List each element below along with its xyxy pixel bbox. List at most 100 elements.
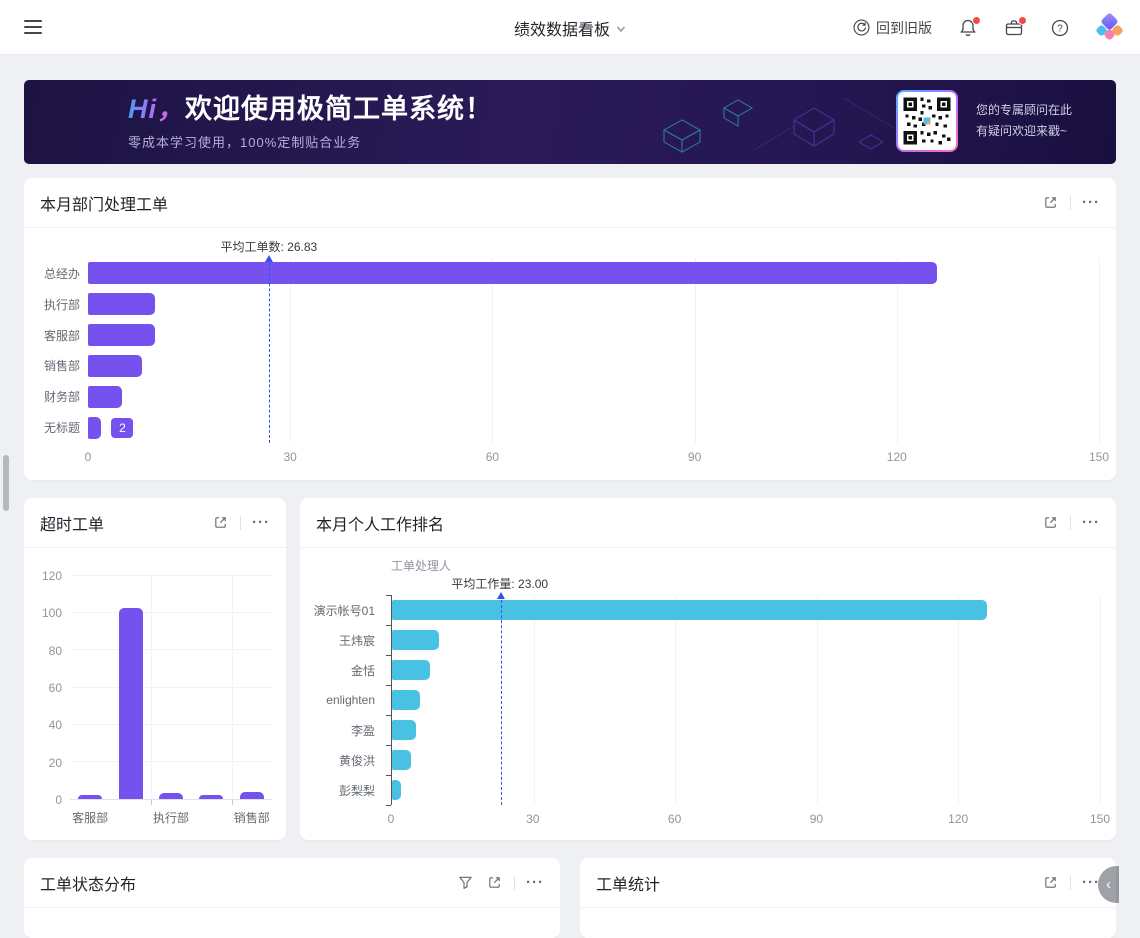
gridline <box>1099 258 1100 443</box>
more-options-icon[interactable]: ··· <box>252 513 270 531</box>
bar[interactable] <box>88 354 142 377</box>
gridline <box>533 595 535 805</box>
x-ticks: 0 30 60 90 120 150 <box>388 805 1110 833</box>
axis-tick-label: 120 <box>41 569 62 583</box>
card-ticket-stats: 工单统计 ··· <box>580 858 1116 938</box>
bar[interactable] <box>88 262 938 285</box>
filter-icon[interactable] <box>456 874 474 892</box>
workbench-briefcase-icon[interactable] <box>1004 15 1027 38</box>
category-label: 执行部 <box>152 811 190 825</box>
bar[interactable] <box>392 720 416 740</box>
expand-icon[interactable] <box>485 874 503 892</box>
gridline <box>675 595 677 805</box>
bar[interactable] <box>392 690 421 710</box>
expand-icon[interactable] <box>1041 874 1059 892</box>
gridline <box>150 576 152 799</box>
bar[interactable] <box>392 660 430 680</box>
expand-icon[interactable] <box>1041 194 1059 212</box>
card-personal-ranking: 本月个人工作排名 ··· 工单处理人 平均工作量: 23.00 演示帐号01 王炜… <box>300 498 1116 840</box>
more-options-icon[interactable]: ··· <box>526 873 544 891</box>
bar[interactable] <box>239 791 264 799</box>
gridline <box>290 258 292 443</box>
category-label: 客服部 <box>72 811 109 825</box>
page-title: 绩效数据看板 <box>513 21 611 39</box>
dashboard-title-dropdown[interactable]: 绩效数据看板 <box>514 0 626 55</box>
bar[interactable] <box>118 607 143 799</box>
chart-personal-ranking: 工单处理人 平均工作量: 23.00 演示帐号01 王炜宸 金恬 enlighten 李… <box>300 548 1116 833</box>
bar[interactable] <box>392 630 440 650</box>
data-label-badge: 2 <box>111 417 134 438</box>
axis-tick-label: 60 <box>667 812 682 826</box>
axis-tick-label: 90 <box>687 450 702 464</box>
gridline <box>694 258 696 443</box>
category-label: 彭梨梨 <box>338 783 375 798</box>
axis-tick-label: 80 <box>48 643 62 658</box>
card-title: 工单状态分布 <box>40 876 137 894</box>
more-options-icon[interactable]: ··· <box>1082 193 1100 211</box>
expand-icon[interactable] <box>1041 514 1059 532</box>
bar[interactable] <box>88 385 122 408</box>
chart-overtime-tickets: 0 20 40 60 80 100 120 客服部 执行部 销售部 <box>24 548 286 830</box>
y-labels: 总经办 执行部 客服部 销售部 财务部 无标题 <box>24 258 88 443</box>
gridline <box>231 576 233 799</box>
category-label: 无标题 <box>43 421 80 436</box>
bar[interactable] <box>88 324 156 347</box>
bar[interactable] <box>199 795 224 799</box>
y-labels: 演示帐号01 王炜宸 金恬 enlighten 李盈 黄俊洪 彭梨梨 <box>300 595 391 805</box>
bar[interactable] <box>78 795 103 799</box>
divider <box>1070 195 1071 210</box>
card-title: 超时工单 <box>40 516 105 534</box>
card-title: 工单统计 <box>596 876 661 894</box>
category-label: 销售部 <box>233 811 270 825</box>
back-to-old-version-button[interactable]: 回到旧版 <box>853 18 932 38</box>
bar[interactable] <box>159 793 183 799</box>
help-icon[interactable]: ? <box>1050 18 1070 38</box>
bar[interactable] <box>392 750 411 770</box>
more-options-icon[interactable]: ··· <box>1082 873 1100 891</box>
notification-badge <box>972 15 981 25</box>
axis-tick-label: 30 <box>283 450 297 464</box>
average-line <box>264 255 273 443</box>
axis-tick-label: 120 <box>948 812 969 826</box>
banner-greeting: Hi， <box>128 94 185 124</box>
app-logo[interactable] <box>1095 11 1124 42</box>
axis-tick-label: 150 <box>1089 812 1111 826</box>
more-options-icon[interactable]: ··· <box>1082 513 1100 531</box>
banner-subtitle: 零成本学习使用，100%定制贴合业务 <box>128 135 362 150</box>
category-label: enlighten <box>326 693 375 707</box>
axis-tick-label: 30 <box>526 812 540 826</box>
bar[interactable] <box>392 599 987 620</box>
bar[interactable] <box>392 780 402 800</box>
axis-tick-label: 60 <box>48 681 62 695</box>
average-annotation: 平均工作量: 23.00 <box>451 577 549 591</box>
category-label: 王炜宸 <box>338 633 375 648</box>
gridline <box>70 723 272 725</box>
x-ticks: 0 30 60 90 120 150 <box>85 443 1109 471</box>
axis-tick-label: 20 <box>48 755 62 770</box>
bar[interactable] <box>88 293 156 316</box>
axis-tick <box>386 715 391 716</box>
category-label: 李盈 <box>350 723 375 738</box>
gridline <box>70 686 272 688</box>
message-badge <box>1018 15 1027 25</box>
collapse-chevron-icon: ‹ <box>1106 876 1111 893</box>
expand-icon[interactable] <box>211 514 229 532</box>
axis-tick <box>386 655 391 656</box>
divider <box>514 875 515 890</box>
chart-dept-tickets: 平均工单数: 26.83 总经办 执行部 客服部 销售部 财务部 无标题 2 0 30 60 9… <box>24 228 1116 471</box>
banner-title: Hi，欢迎使用极简工单系统！ <box>128 94 493 124</box>
axis-tick-label: 100 <box>41 606 62 621</box>
collapse-panel-toggle[interactable]: ‹ <box>1098 866 1119 903</box>
welcome-banner: Hi，欢迎使用极简工单系统！ 零成本学习使用，100%定制贴合业务 <box>24 80 1116 164</box>
menu-icon[interactable] <box>24 20 42 34</box>
notifications-bell-icon[interactable] <box>958 15 981 38</box>
y-ticks: 0 20 40 60 80 100 120 <box>24 569 70 807</box>
scrollbar-thumb[interactable] <box>3 455 9 511</box>
category-label: 销售部 <box>43 359 80 374</box>
average-line <box>496 592 505 805</box>
axis-tick <box>386 625 391 626</box>
bar[interactable] <box>88 416 102 439</box>
axis-tick-label: 90 <box>809 812 824 826</box>
axis-tick <box>386 595 391 596</box>
